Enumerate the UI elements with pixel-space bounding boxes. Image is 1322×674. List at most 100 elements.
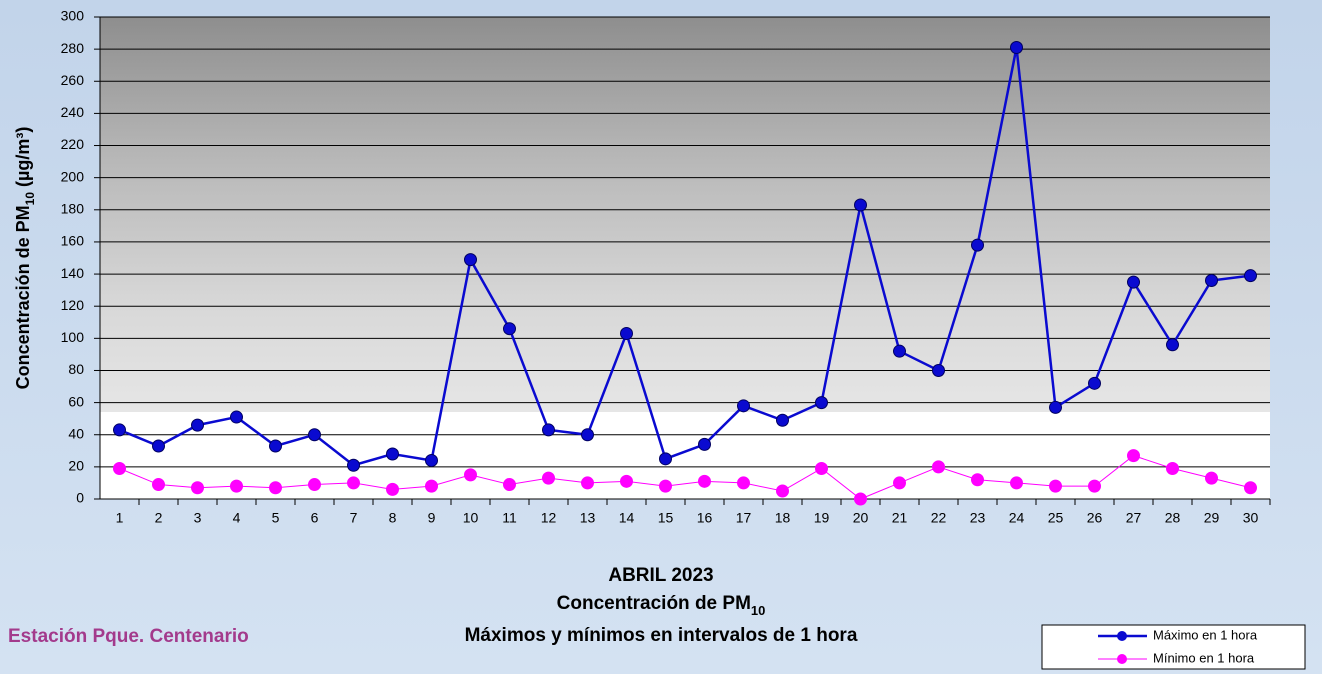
marker <box>504 479 516 491</box>
x-tick-label: 29 <box>1204 510 1220 526</box>
marker <box>777 414 789 426</box>
marker <box>231 480 243 492</box>
marker <box>1206 274 1218 286</box>
x-tick-label: 30 <box>1243 510 1259 526</box>
x-tick-label: 6 <box>311 510 319 526</box>
title: ABRIL 2023 <box>608 565 713 586</box>
marker <box>426 454 438 466</box>
marker <box>738 477 750 489</box>
x-tick-label: 5 <box>272 510 280 526</box>
marker <box>270 440 282 452</box>
y-tick-label: 300 <box>61 8 85 24</box>
y-tick-label: 20 <box>68 458 84 474</box>
marker <box>231 411 243 423</box>
marker <box>738 400 750 412</box>
legend-marker <box>1117 654 1127 664</box>
marker <box>699 438 711 450</box>
y-tick-label: 280 <box>61 40 85 56</box>
marker <box>894 477 906 489</box>
y-tick-label: 40 <box>68 425 84 441</box>
marker <box>1011 42 1023 54</box>
marker <box>972 474 984 486</box>
y-tick-label: 80 <box>68 361 84 377</box>
x-tick-label: 16 <box>697 510 713 526</box>
x-tick-label: 14 <box>619 510 635 526</box>
x-tick-label: 9 <box>428 510 436 526</box>
marker <box>543 424 555 436</box>
x-tick-label: 24 <box>1009 510 1025 526</box>
x-tick-label: 3 <box>194 510 202 526</box>
legend-label: Mínimo en 1 hora <box>1153 650 1255 665</box>
marker <box>153 479 165 491</box>
y-tick-label: 220 <box>61 136 85 152</box>
x-tick-label: 25 <box>1048 510 1064 526</box>
marker <box>1167 462 1179 474</box>
x-tick-label: 8 <box>389 510 397 526</box>
marker <box>972 239 984 251</box>
x-tick-label: 17 <box>736 510 752 526</box>
marker <box>192 482 204 494</box>
x-tick-label: 2 <box>155 510 163 526</box>
x-tick-label: 23 <box>970 510 986 526</box>
y-tick-label: 60 <box>68 393 84 409</box>
marker <box>933 364 945 376</box>
marker <box>777 485 789 497</box>
marker <box>504 323 516 335</box>
marker <box>816 462 828 474</box>
marker <box>894 345 906 357</box>
marker <box>465 469 477 481</box>
marker <box>816 397 828 409</box>
marker <box>621 328 633 340</box>
marker <box>348 477 360 489</box>
y-tick-label: 120 <box>61 297 85 313</box>
x-tick-label: 19 <box>814 510 830 526</box>
marker <box>621 475 633 487</box>
marker <box>660 480 672 492</box>
marker <box>426 480 438 492</box>
plot-area <box>100 17 1270 499</box>
marker <box>153 440 165 452</box>
x-tick-label: 7 <box>350 510 358 526</box>
x-tick-label: 22 <box>931 510 947 526</box>
marker <box>582 429 594 441</box>
marker <box>1050 480 1062 492</box>
marker <box>387 448 399 460</box>
title: Máximos y mínimos en intervalos de 1 hor… <box>465 625 858 646</box>
marker <box>543 472 555 484</box>
marker <box>309 429 321 441</box>
x-tick-label: 13 <box>580 510 596 526</box>
x-tick-label: 28 <box>1165 510 1181 526</box>
marker <box>192 419 204 431</box>
y-tick-label: 140 <box>61 265 85 281</box>
x-tick-label: 1 <box>116 510 124 526</box>
y-tick-label: 100 <box>61 329 85 345</box>
marker <box>1206 472 1218 484</box>
y-tick-label: 180 <box>61 201 85 217</box>
marker <box>1245 270 1257 282</box>
x-tick-label: 21 <box>892 510 908 526</box>
y-tick-label: 260 <box>61 72 85 88</box>
marker <box>855 199 867 211</box>
marker <box>1128 450 1140 462</box>
legend-label: Máximo en 1 hora <box>1153 627 1258 642</box>
marker <box>855 493 867 505</box>
marker <box>114 462 126 474</box>
x-tick-label: 18 <box>775 510 791 526</box>
marker <box>270 482 282 494</box>
marker <box>348 459 360 471</box>
marker <box>1167 339 1179 351</box>
marker <box>465 254 477 266</box>
x-tick-label: 15 <box>658 510 674 526</box>
marker <box>660 453 672 465</box>
marker <box>387 483 399 495</box>
y-tick-label: 160 <box>61 233 85 249</box>
marker <box>933 461 945 473</box>
marker <box>582 477 594 489</box>
legend-marker <box>1117 631 1127 641</box>
x-tick-label: 27 <box>1126 510 1142 526</box>
marker <box>114 424 126 436</box>
x-tick-label: 26 <box>1087 510 1103 526</box>
y-tick-label: 200 <box>61 168 85 184</box>
marker <box>1050 401 1062 413</box>
y-tick-label: 0 <box>76 490 84 506</box>
